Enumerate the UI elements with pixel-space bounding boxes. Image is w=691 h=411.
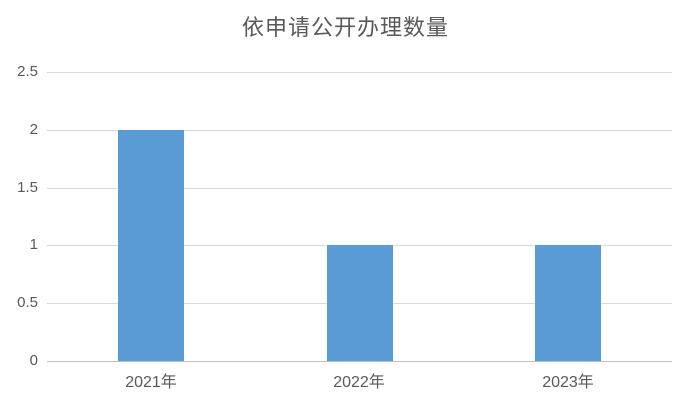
bar xyxy=(327,245,393,361)
y-tick-label: 1.5 xyxy=(17,179,38,196)
bar xyxy=(118,130,184,361)
y-tick-label: 1 xyxy=(29,236,38,253)
x-tick-label: 2021年 xyxy=(125,374,177,391)
x-tick-label: 2022年 xyxy=(333,374,385,391)
grid-line xyxy=(47,72,672,73)
grid-line xyxy=(47,130,672,131)
y-tick-label: 0.5 xyxy=(17,294,38,311)
grid-line xyxy=(47,188,672,189)
chart-title: 依申请公开办理数量 xyxy=(241,15,449,40)
plot-area xyxy=(47,72,672,362)
y-tick-label: 2 xyxy=(29,121,38,138)
y-tick-label: 2.5 xyxy=(17,63,38,80)
y-tick-label: 0 xyxy=(29,352,38,369)
bar xyxy=(535,245,601,361)
x-tick-label: 2023年 xyxy=(542,374,594,391)
